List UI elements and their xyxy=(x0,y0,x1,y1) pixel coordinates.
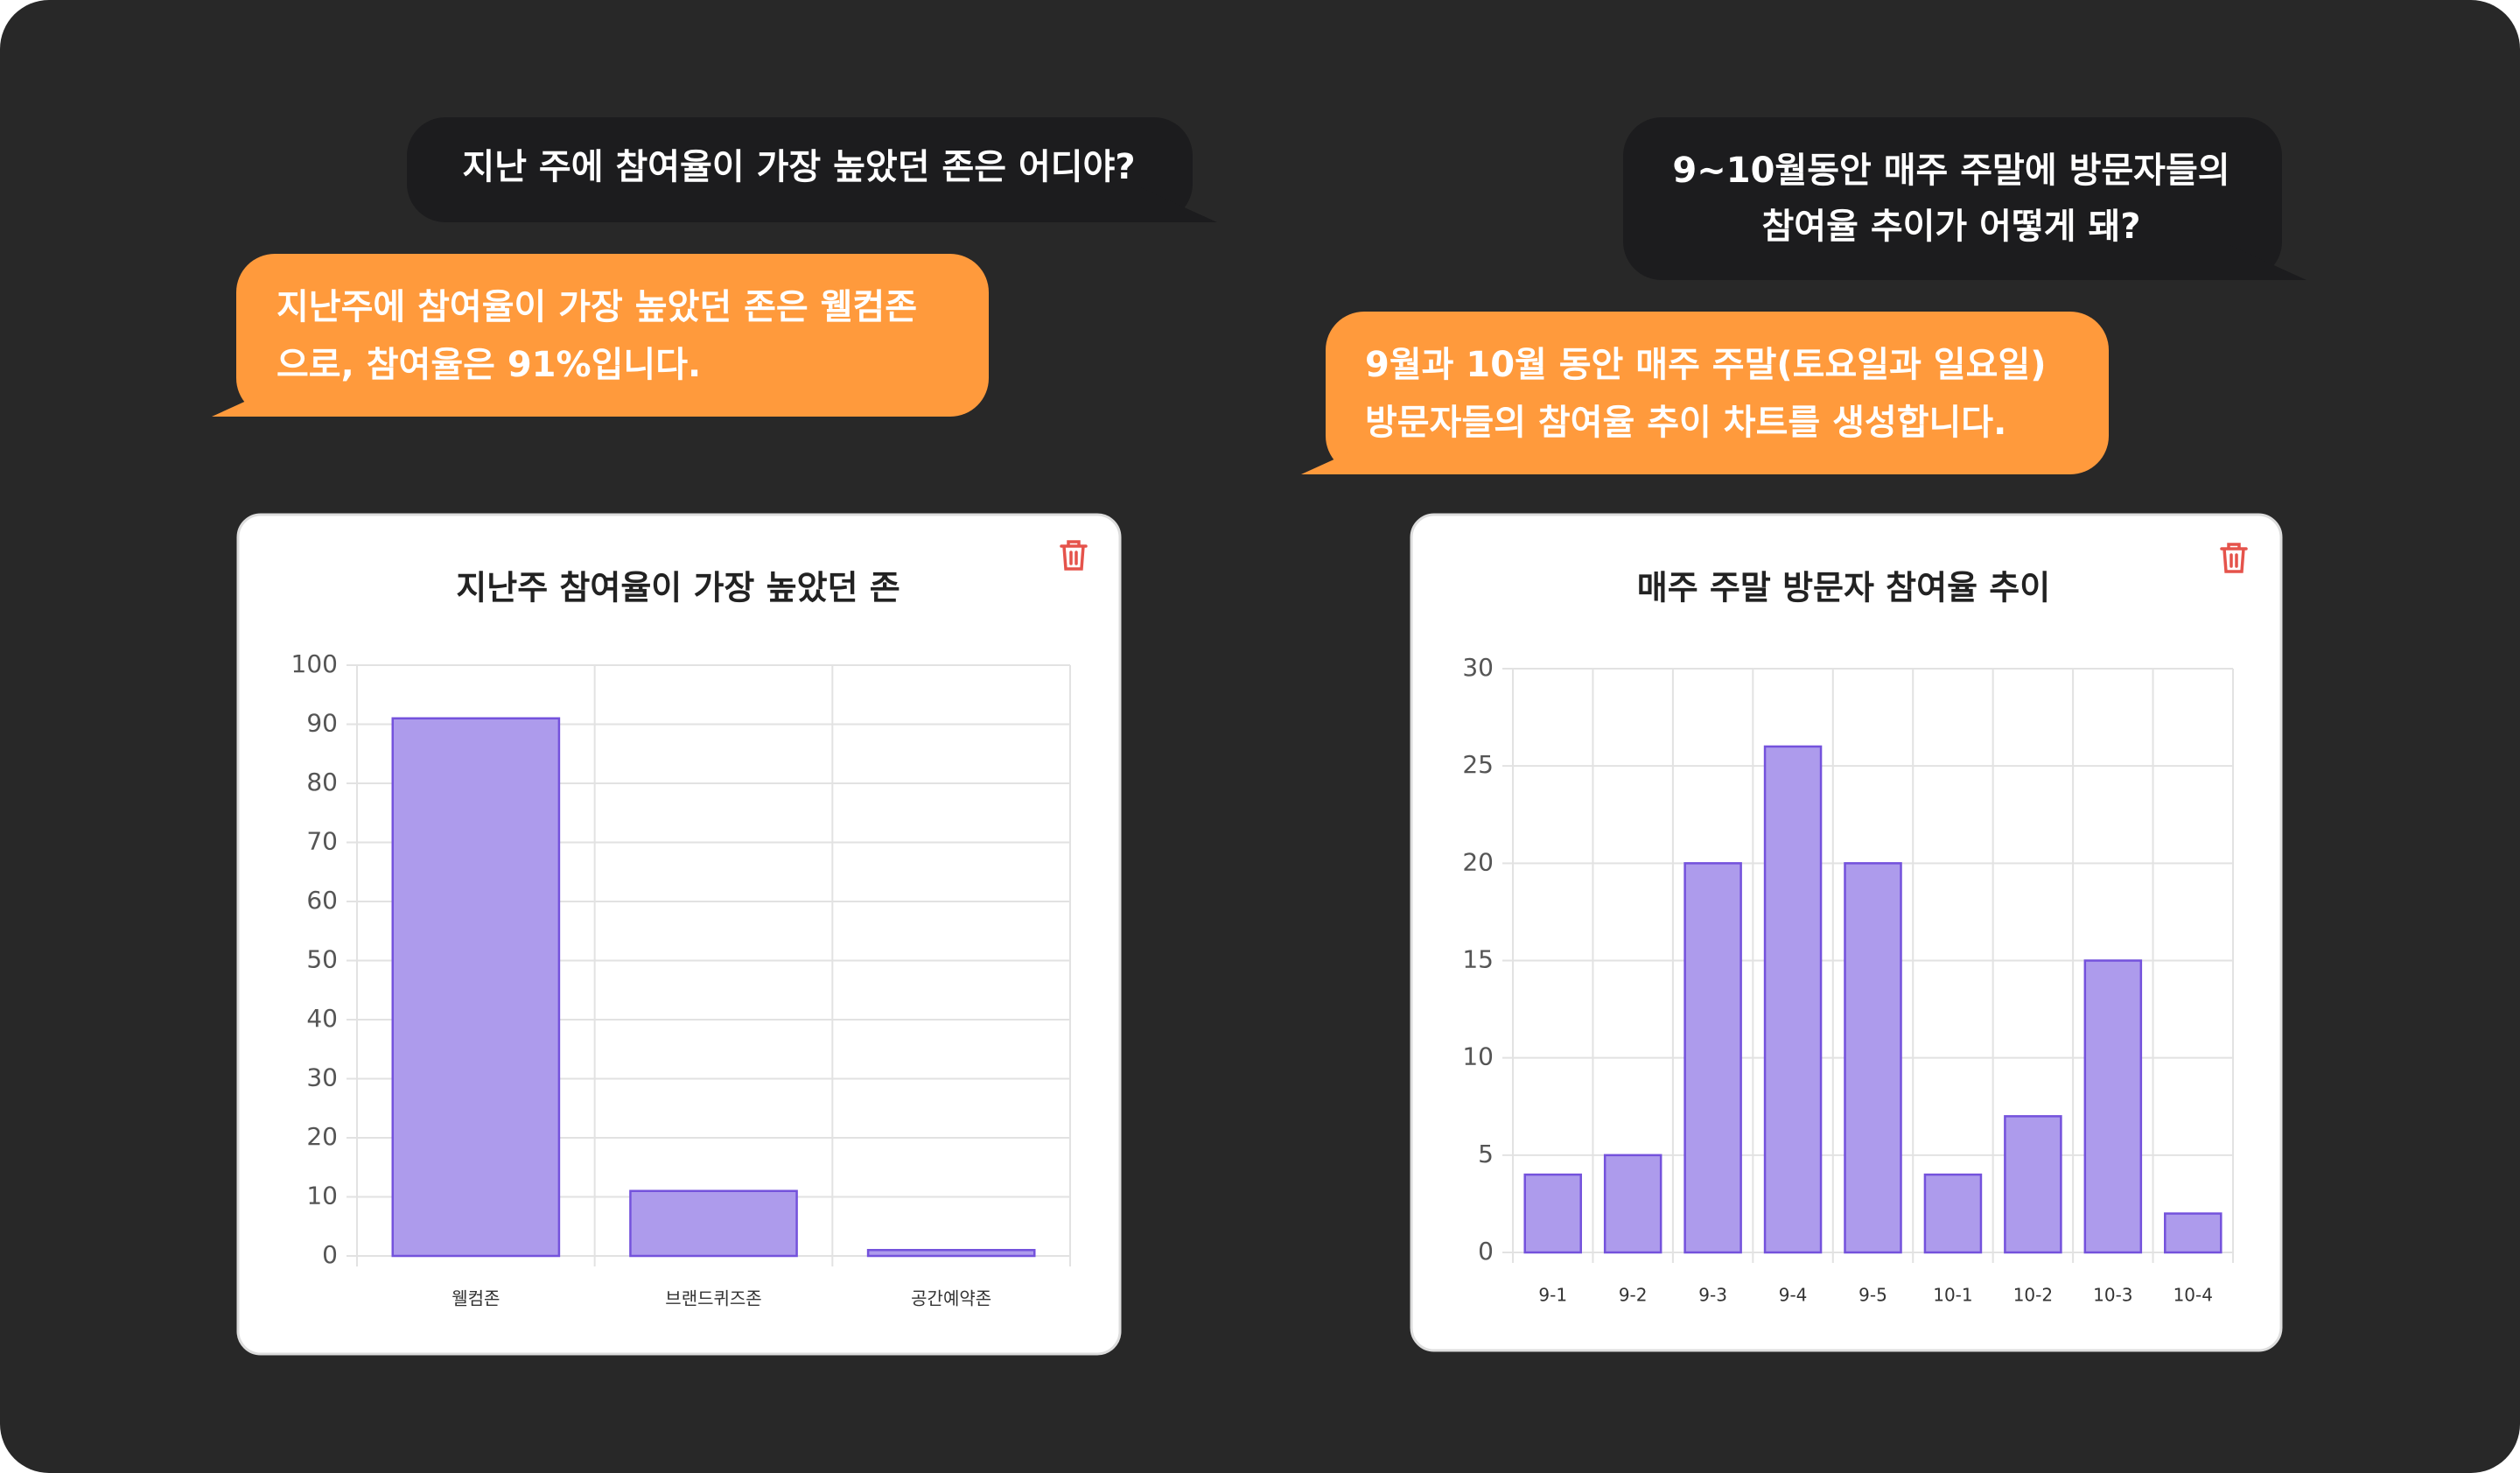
bar xyxy=(1603,1154,1662,1254)
y-tick-label: 20 xyxy=(306,1122,338,1151)
bar xyxy=(391,717,561,1258)
delete-button[interactable] xyxy=(1060,540,1088,571)
x-tick-label: 공간예약존 xyxy=(911,1288,991,1309)
trash-icon xyxy=(2220,543,2248,573)
delete-button[interactable] xyxy=(2220,543,2248,573)
y-tick-label: 30 xyxy=(306,1063,338,1092)
y-tick-label: 90 xyxy=(306,709,338,738)
bar xyxy=(1684,862,1742,1254)
y-tick-label: 20 xyxy=(1462,847,1494,876)
message-text: 지난주에 참여율이 가장 높았던 존은 웰컴존 xyxy=(276,287,917,327)
message-text: 참여율 추이가 어떻게 돼? xyxy=(1762,207,2141,247)
message-text: 으로, 참여율은 91%입니다. xyxy=(276,345,701,385)
y-tick-label: 5 xyxy=(1478,1140,1494,1168)
x-tick-label: 9-5 xyxy=(1858,1285,1887,1306)
chart-title: 지난주 참여율이 가장 높았던 존 xyxy=(456,569,900,607)
bar xyxy=(2164,1212,2222,1254)
y-tick-label: 15 xyxy=(1462,945,1494,974)
y-tick-label: 0 xyxy=(322,1240,338,1269)
bar xyxy=(629,1189,798,1258)
message-text: 방문자들의 참여율 추이 차트를 생성합니다. xyxy=(1365,403,2006,443)
x-tick-label: 9-4 xyxy=(1779,1285,1808,1306)
bar xyxy=(1523,1173,1582,1254)
x-tick-label: 웰컴존 xyxy=(452,1288,500,1309)
chat-bubble xyxy=(1326,312,2109,474)
y-tick-label: 100 xyxy=(291,649,338,678)
y-tick-label: 0 xyxy=(1478,1237,1494,1266)
bubble-tail xyxy=(2194,245,2306,280)
chart-title: 매주 주말 방문자 참여율 추이 xyxy=(1637,569,2050,607)
x-tick-label: 10-3 xyxy=(2093,1285,2132,1306)
x-tick-label: 10-2 xyxy=(2013,1285,2053,1306)
x-tick-label: 9-2 xyxy=(1619,1285,1648,1306)
message-text: 9월과 10월 동안 매주 주말(토요일과 일요일) xyxy=(1365,345,2047,385)
y-tick-label: 30 xyxy=(1462,653,1494,682)
trash-icon xyxy=(1060,540,1088,571)
x-tick-label: 10-4 xyxy=(2174,1285,2213,1306)
x-tick-label: 10-1 xyxy=(1933,1285,1972,1306)
y-tick-label: 10 xyxy=(306,1182,338,1210)
x-tick-label: 9-3 xyxy=(1698,1285,1727,1306)
chat-bubble xyxy=(1623,117,2282,280)
bar xyxy=(2004,1115,2062,1254)
bubble-tail xyxy=(1301,439,1413,474)
y-tick-label: 10 xyxy=(1462,1042,1494,1071)
chat-bubble xyxy=(407,117,1193,222)
bar xyxy=(2083,959,2143,1254)
y-tick-label: 25 xyxy=(1462,750,1494,779)
chat-bubble xyxy=(236,254,989,417)
y-tick-label: 70 xyxy=(306,827,338,856)
x-tick-label: 9-1 xyxy=(1538,1285,1567,1306)
message-text: 9~10월동안 매주 주말에 방문자들의 xyxy=(1672,151,2230,191)
bar xyxy=(1844,862,1902,1254)
bubble-tail xyxy=(212,382,324,417)
x-tick-label: 브랜드퀴즈존 xyxy=(665,1288,761,1309)
y-tick-label: 40 xyxy=(306,1004,338,1033)
bar xyxy=(866,1249,1036,1258)
bubble-tail xyxy=(1105,187,1217,222)
message-text: 지난 주에 참여율이 가장 높았던 존은 어디야? xyxy=(462,147,1135,187)
y-tick-label: 80 xyxy=(306,768,338,796)
bar xyxy=(1923,1173,1983,1254)
y-tick-label: 60 xyxy=(306,886,338,915)
bar xyxy=(1763,745,1823,1254)
y-tick-label: 50 xyxy=(306,945,338,974)
